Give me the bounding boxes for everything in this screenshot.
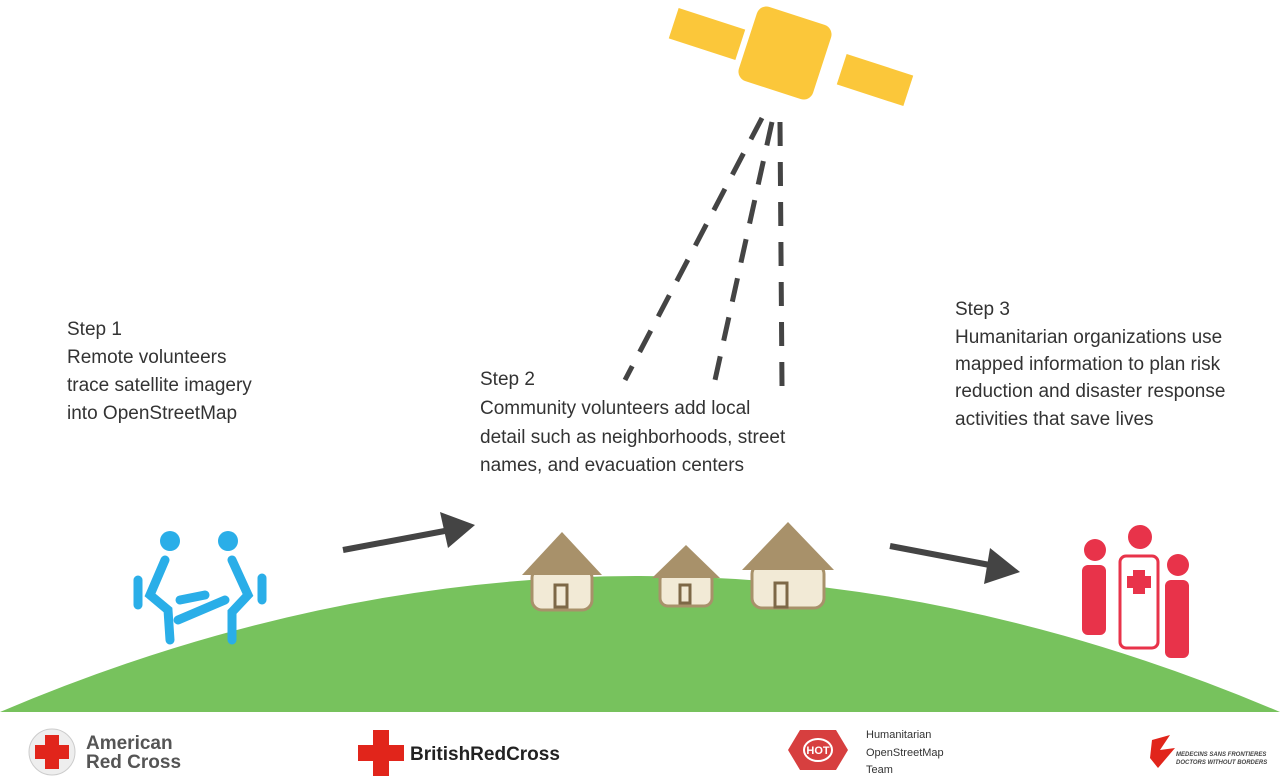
step-text: reduction and disaster response [955,381,1225,402]
step-text: detail such as neighborhoods, street [480,427,786,448]
satellite-beams [625,118,782,386]
step-title: Step 2 [480,369,535,390]
humanitarian-icon [1082,525,1189,658]
step-text: into OpenStreetMap [67,403,237,424]
logo-badge: HOT [806,745,830,757]
step-text: Community volunteers add local [480,398,750,419]
logo-british-red-cross: BritishRedCross [358,730,560,776]
remote-volunteers-icon [138,531,262,640]
logo-text: Red Cross [86,752,181,773]
logo-msf: MEDECINS SANS FRONTIERES DOCTORS WITHOUT… [1150,735,1267,768]
logo-text: MEDECINS SANS FRONTIERES [1176,752,1266,758]
step-title: Step 3 [955,299,1010,320]
logo-text: Team [866,764,893,776]
step-text: activities that save lives [955,409,1154,430]
logo-american-red-cross: American Red Cross [29,729,181,775]
step-title: Step 1 [67,319,122,340]
page: Step 1 Remote volunteers trace satellite… [0,0,1280,778]
logo-text: DOCTORS WITHOUT BORDERS [1176,760,1267,766]
logo-text: OpenStreetMap [866,747,944,759]
step-text: Humanitarian organizations use [955,327,1222,348]
logo-hot: HOT Humanitarian OpenStreetMap Team [788,729,944,776]
logo-text: BritishRedCross [410,744,560,765]
logo-text: Humanitarian [866,729,931,741]
step-text: Remote volunteers [67,347,226,368]
satellite [669,4,913,106]
step-text: trace satellite imagery [67,375,252,396]
logo-text: American [86,733,173,754]
step-text: names, and evacuation centers [480,455,744,476]
step-text: mapped information to plan risk [955,354,1221,375]
huts [522,522,834,610]
infographic: Step 1 Remote volunteers trace satellite… [0,0,1280,778]
